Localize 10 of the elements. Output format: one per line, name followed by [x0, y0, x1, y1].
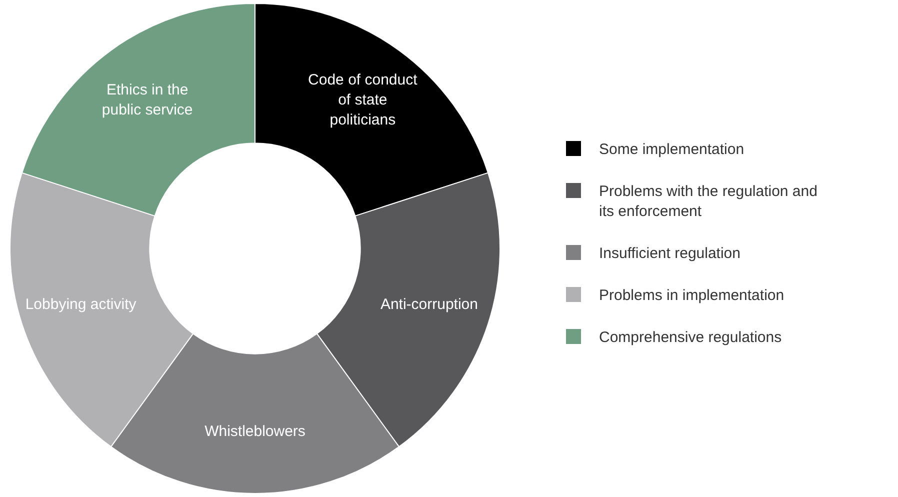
text: Problems with the regulation and its enforcement — [599, 182, 818, 222]
slice-label: Anti-corruption — [380, 296, 478, 314]
slice-label: Lobbying activity — [25, 296, 137, 314]
slice-label: Whistleblowers — [204, 422, 306, 440]
slice-label: Ethics in the public service — [102, 81, 193, 118]
text: Insufficient regulation — [599, 244, 742, 264]
slice-label: Code of conduct of state politicians — [308, 71, 418, 128]
text: Some implementation — [599, 140, 746, 160]
text: Comprehensive regulations — [599, 328, 783, 348]
text: Problems in implementation — [599, 286, 786, 306]
